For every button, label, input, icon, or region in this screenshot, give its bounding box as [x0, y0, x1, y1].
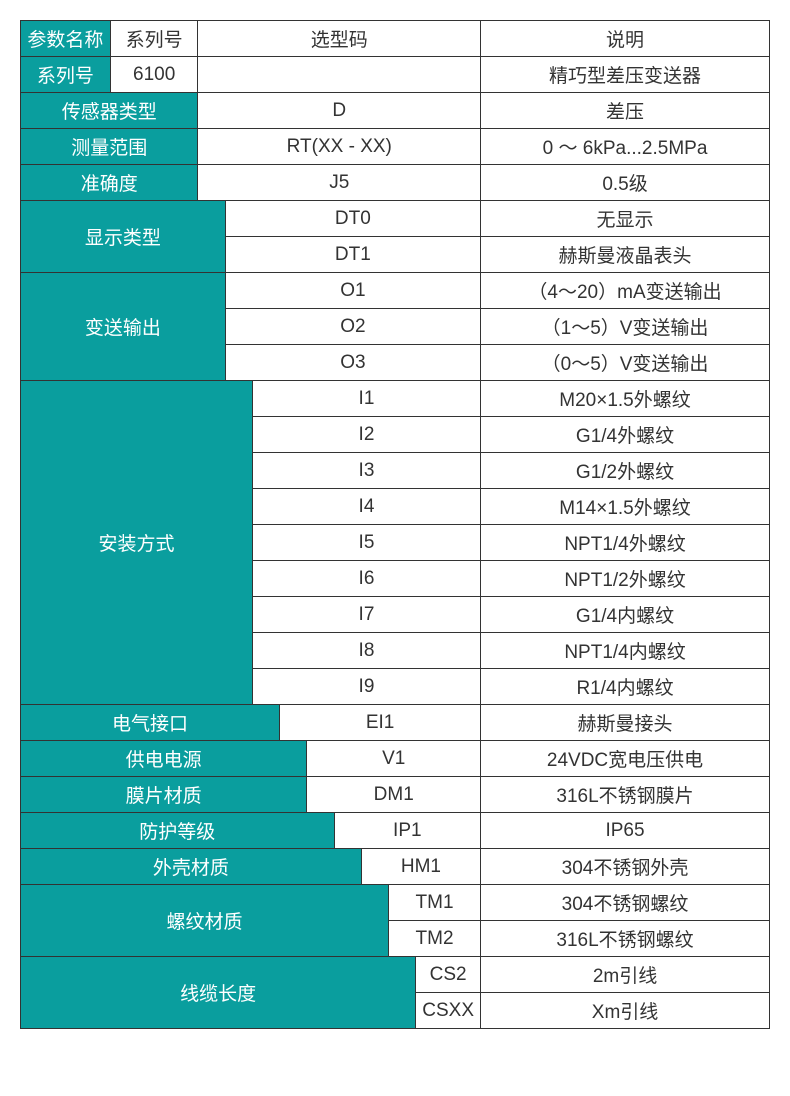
row-elecif: 电气接口 EI1 赫斯曼接头 — [21, 705, 770, 741]
display-code-1: DT1 — [225, 237, 480, 273]
housing-desc: 304不锈钢外壳 — [481, 849, 770, 885]
install-desc-1: G1/4外螺纹 — [481, 417, 770, 453]
install-desc-0: M20×1.5外螺纹 — [481, 381, 770, 417]
display-desc-0: 无显示 — [481, 201, 770, 237]
thread-code-1: TM2 — [389, 921, 481, 957]
install-desc-7: NPT1/4内螺纹 — [481, 633, 770, 669]
range-label: 测量范围 — [21, 129, 198, 165]
row-sensor: 传感器类型 D 差压 — [21, 93, 770, 129]
cable-desc-1: Xm引线 — [481, 993, 770, 1029]
row-housing: 外壳材质 HM1 304不锈钢外壳 — [21, 849, 770, 885]
series-label: 系列号 — [21, 57, 111, 93]
install-desc-6: G1/4内螺纹 — [481, 597, 770, 633]
thread-desc-0: 304不锈钢螺纹 — [481, 885, 770, 921]
housing-label: 外壳材质 — [21, 849, 362, 885]
install-code-7: I8 — [252, 633, 480, 669]
thread-desc-1: 316L不锈钢螺纹 — [481, 921, 770, 957]
install-code-0: I1 — [252, 381, 480, 417]
install-code-8: I9 — [252, 669, 480, 705]
output-code-0: O1 — [225, 273, 480, 309]
diaphragm-code: DM1 — [307, 777, 481, 813]
sensor-desc: 差压 — [481, 93, 770, 129]
power-label: 供电电源 — [21, 741, 307, 777]
install-desc-5: NPT1/2外螺纹 — [481, 561, 770, 597]
ip-code: IP1 — [334, 813, 481, 849]
series-blank — [198, 57, 481, 93]
install-desc-4: NPT1/4外螺纹 — [481, 525, 770, 561]
row-ip: 防护等级 IP1 IP65 — [21, 813, 770, 849]
install-desc-8: R1/4内螺纹 — [481, 669, 770, 705]
diaphragm-desc: 316L不锈钢膜片 — [481, 777, 770, 813]
output-code-2: O3 — [225, 345, 480, 381]
install-code-6: I7 — [252, 597, 480, 633]
hdr-desc: 说明 — [481, 21, 770, 57]
row-install-0: 安装方式 I1 M20×1.5外螺纹 — [21, 381, 770, 417]
accuracy-code: J5 — [198, 165, 481, 201]
install-code-4: I5 — [252, 525, 480, 561]
thread-code-0: TM1 — [389, 885, 481, 921]
output-label: 变送输出 — [21, 273, 226, 381]
install-desc-3: M14×1.5外螺纹 — [481, 489, 770, 525]
row-display-0: 显示类型 DT0 无显示 — [21, 201, 770, 237]
sensor-label: 传感器类型 — [21, 93, 198, 129]
install-code-5: I6 — [252, 561, 480, 597]
spec-table: 参数名称 系列号 选型码 说明 系列号 6100 精巧型差压变送器 传感器类型 … — [20, 20, 770, 1029]
elecif-label: 电气接口 — [21, 705, 280, 741]
install-code-2: I3 — [252, 453, 480, 489]
row-series: 系列号 6100 精巧型差压变送器 — [21, 57, 770, 93]
series-code: 6100 — [110, 57, 198, 93]
cable-label: 线缆长度 — [21, 957, 416, 1029]
range-code: RT(XX - XX) — [198, 129, 481, 165]
row-accuracy: 准确度 J5 0.5级 — [21, 165, 770, 201]
row-diaphragm: 膜片材质 DM1 316L不锈钢膜片 — [21, 777, 770, 813]
sensor-code: D — [198, 93, 481, 129]
row-power: 供电电源 V1 24VDC宽电压供电 — [21, 741, 770, 777]
series-desc: 精巧型差压变送器 — [481, 57, 770, 93]
hdr-series: 系列号 — [110, 21, 198, 57]
row-cable-0: 线缆长度 CS2 2m引线 — [21, 957, 770, 993]
housing-code: HM1 — [361, 849, 480, 885]
accuracy-label: 准确度 — [21, 165, 198, 201]
ip-label: 防护等级 — [21, 813, 335, 849]
display-code-0: DT0 — [225, 201, 480, 237]
install-label: 安装方式 — [21, 381, 253, 705]
output-desc-1: （1～5）V变送输出 — [481, 309, 770, 345]
row-range: 测量范围 RT(XX - XX) 0 ～ 6kPa...2.5MPa — [21, 129, 770, 165]
cable-code-1: CSXX — [416, 993, 481, 1029]
display-label: 显示类型 — [21, 201, 226, 273]
install-desc-2: G1/2外螺纹 — [481, 453, 770, 489]
row-thread-0: 螺纹材质 TM1 304不锈钢螺纹 — [21, 885, 770, 921]
elecif-desc: 赫斯曼接头 — [481, 705, 770, 741]
row-output-0: 变送输出 O1 （4～20）mA变送输出 — [21, 273, 770, 309]
accuracy-desc: 0.5级 — [481, 165, 770, 201]
cable-desc-0: 2m引线 — [481, 957, 770, 993]
install-code-1: I2 — [252, 417, 480, 453]
diaphragm-label: 膜片材质 — [21, 777, 307, 813]
ip-desc: IP65 — [481, 813, 770, 849]
header-row: 参数名称 系列号 选型码 说明 — [21, 21, 770, 57]
cable-code-0: CS2 — [416, 957, 481, 993]
power-code: V1 — [307, 741, 481, 777]
output-desc-2: （0～5）V变送输出 — [481, 345, 770, 381]
output-code-1: O2 — [225, 309, 480, 345]
range-desc: 0 ～ 6kPa...2.5MPa — [481, 129, 770, 165]
hdr-param-name: 参数名称 — [21, 21, 111, 57]
elecif-code: EI1 — [280, 705, 481, 741]
install-code-3: I4 — [252, 489, 480, 525]
thread-label: 螺纹材质 — [21, 885, 389, 957]
power-desc: 24VDC宽电压供电 — [481, 741, 770, 777]
display-desc-1: 赫斯曼液晶表头 — [481, 237, 770, 273]
output-desc-0: （4～20）mA变送输出 — [481, 273, 770, 309]
hdr-code: 选型码 — [198, 21, 481, 57]
